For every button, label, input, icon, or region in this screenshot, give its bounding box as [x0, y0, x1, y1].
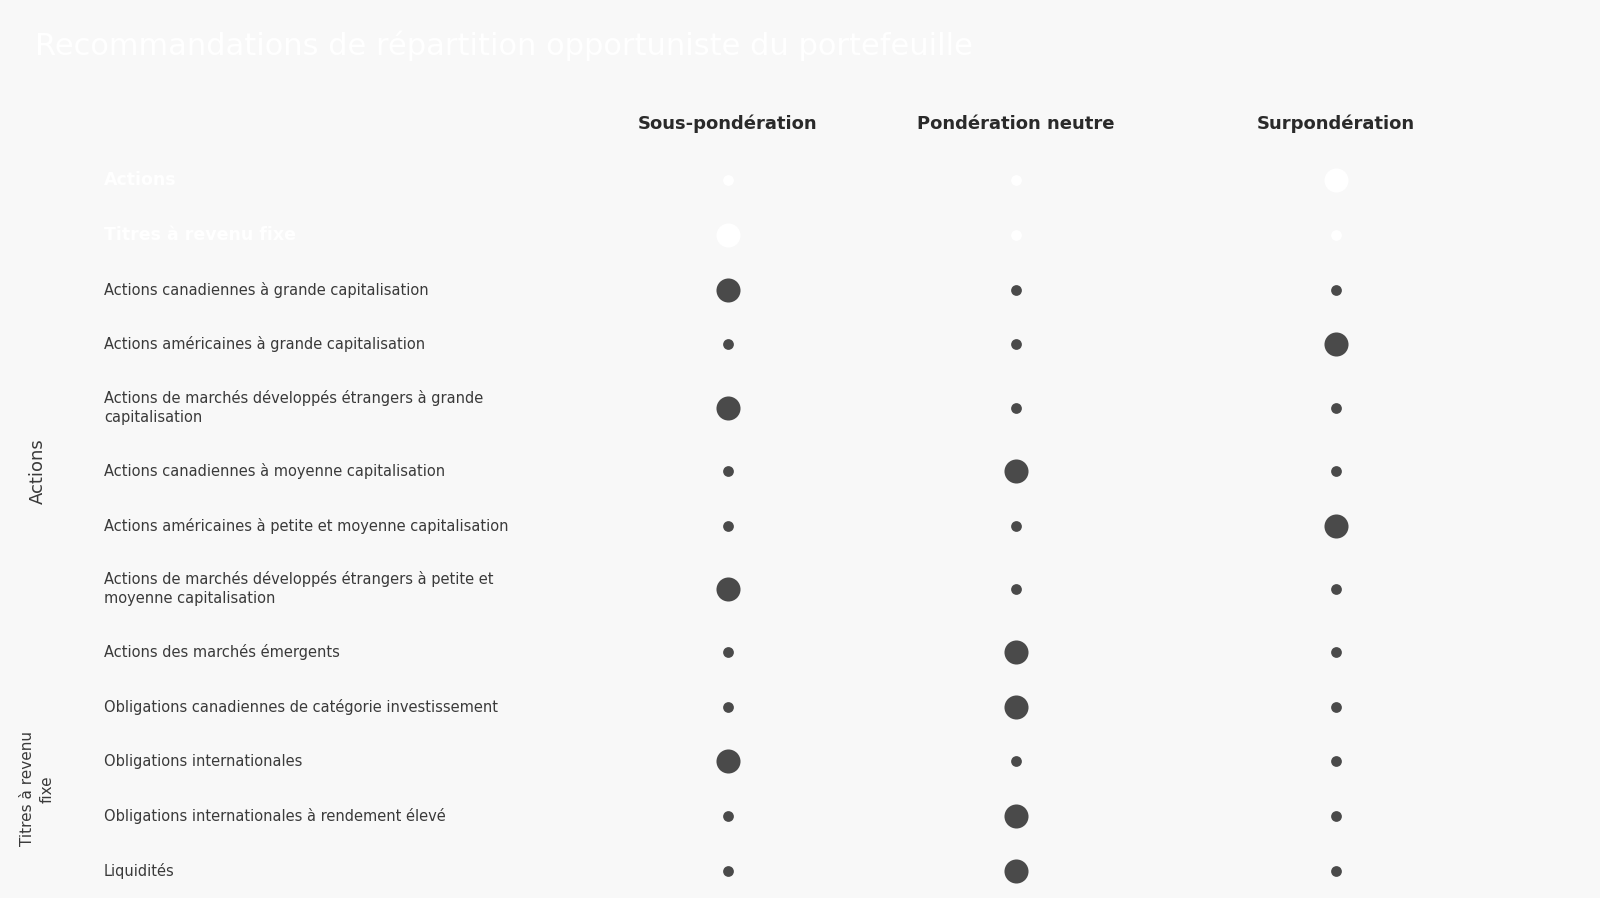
Point [1323, 754, 1349, 769]
Point [1323, 283, 1349, 297]
Text: Actions américaines à petite et moyenne capitalisation: Actions américaines à petite et moyenne … [104, 517, 509, 533]
Point [715, 337, 741, 351]
Text: Actions: Actions [29, 438, 46, 504]
Point [715, 283, 741, 297]
Text: Actions canadiennes à grande capitalisation: Actions canadiennes à grande capitalisat… [104, 282, 429, 297]
Text: Sous-pondération: Sous-pondération [638, 115, 818, 133]
Point [1003, 463, 1029, 478]
Point [715, 463, 741, 478]
Point [715, 809, 741, 823]
Point [715, 401, 741, 415]
Text: Recommandations de répartition opportuniste du portefeuille: Recommandations de répartition opportuni… [35, 31, 973, 61]
Text: Actions canadiennes à moyenne capitalisation: Actions canadiennes à moyenne capitalisa… [104, 462, 445, 479]
Point [1323, 518, 1349, 533]
Text: Obligations internationales à rendement élevé: Obligations internationales à rendement … [104, 808, 446, 824]
Text: Actions de marchés développés étrangers à grande
capitalisation: Actions de marchés développés étrangers … [104, 391, 483, 425]
Point [715, 700, 741, 714]
Point [1003, 700, 1029, 714]
Point [1003, 283, 1029, 297]
Point [1323, 645, 1349, 659]
Point [1323, 700, 1349, 714]
Point [1003, 754, 1029, 769]
Point [715, 754, 741, 769]
Text: Liquidités: Liquidités [104, 863, 174, 878]
Text: Pondération neutre: Pondération neutre [917, 115, 1115, 133]
Text: Obligations internationales: Obligations internationales [104, 753, 302, 769]
Text: Obligations canadiennes de catégorie investissement: Obligations canadiennes de catégorie inv… [104, 699, 498, 715]
Text: Actions américaines à grande capitalisation: Actions américaines à grande capitalisat… [104, 336, 426, 352]
Point [715, 864, 741, 878]
Text: Actions de marchés développés étrangers à petite et
moyenne capitalisation: Actions de marchés développés étrangers … [104, 571, 493, 606]
Point [715, 228, 741, 242]
Point [1323, 228, 1349, 242]
Text: Surpondération: Surpondération [1258, 115, 1414, 133]
Text: Actions des marchés émergents: Actions des marchés émergents [104, 644, 339, 660]
Point [1323, 864, 1349, 878]
Point [1323, 809, 1349, 823]
Point [1003, 401, 1029, 415]
Point [1323, 173, 1349, 188]
Point [715, 173, 741, 188]
Point [1003, 809, 1029, 823]
Point [715, 582, 741, 596]
Point [1003, 518, 1029, 533]
Point [1003, 337, 1029, 351]
Point [1323, 401, 1349, 415]
Point [1003, 864, 1029, 878]
Point [1003, 645, 1029, 659]
Point [1323, 582, 1349, 596]
Point [1003, 582, 1029, 596]
Point [1323, 337, 1349, 351]
Text: Titres à revenu fixe: Titres à revenu fixe [104, 226, 296, 244]
Point [1003, 228, 1029, 242]
Text: Actions: Actions [104, 172, 176, 189]
Point [1323, 463, 1349, 478]
Point [715, 645, 741, 659]
Point [715, 518, 741, 533]
Point [1003, 173, 1029, 188]
Text: Titres à revenu
fixe: Titres à revenu fixe [21, 731, 54, 846]
